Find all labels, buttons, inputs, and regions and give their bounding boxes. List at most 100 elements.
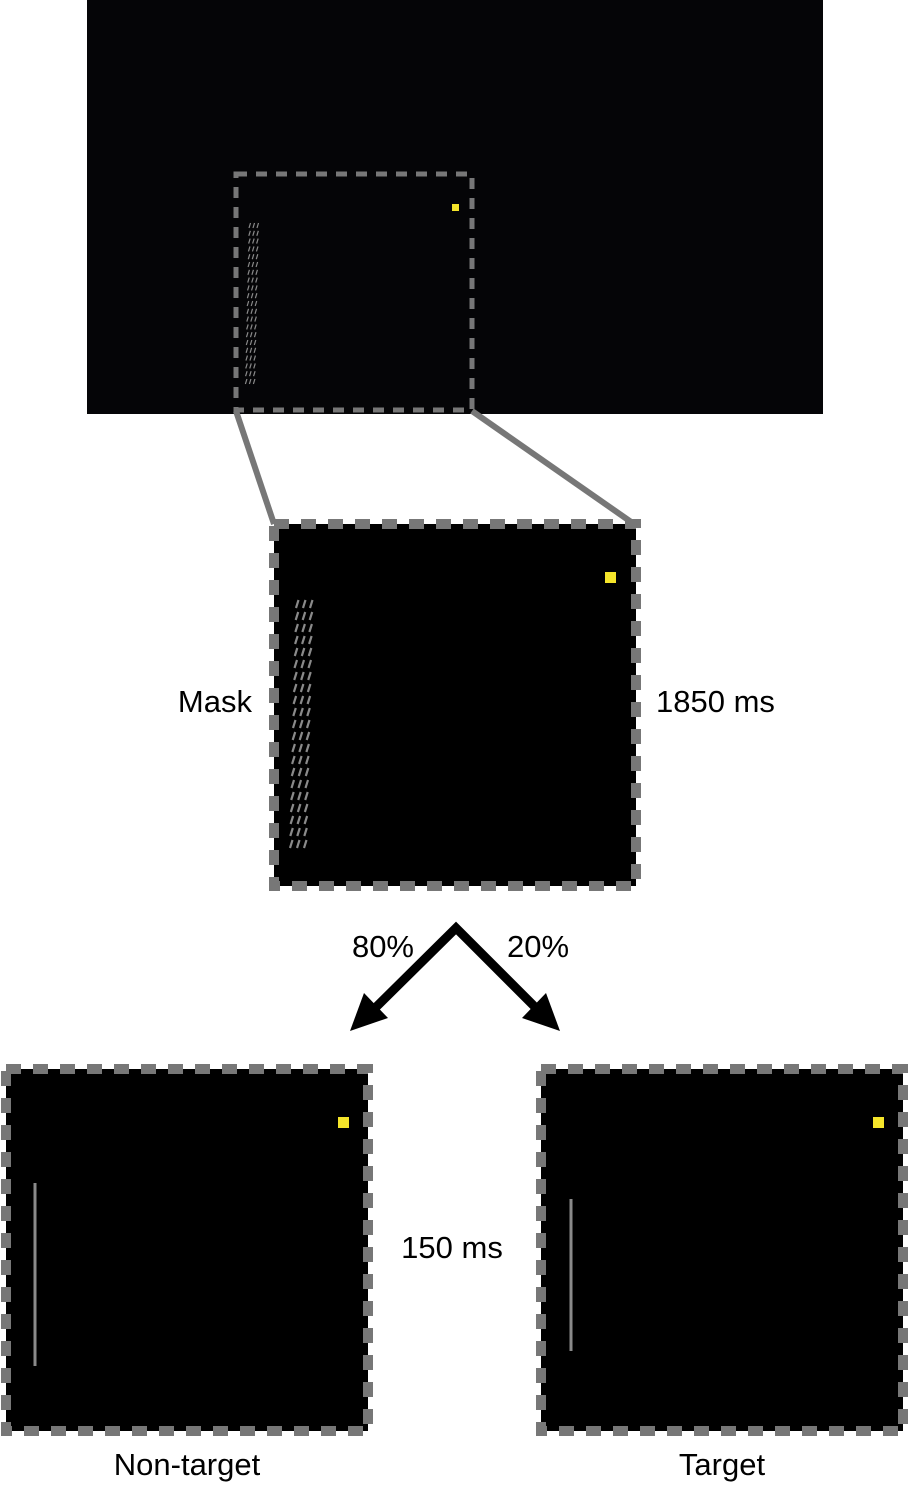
screen-mask-dash (247, 269, 250, 275)
mask-dash (291, 719, 297, 729)
screen-mask-dash (249, 347, 253, 353)
screen-mask-dash (250, 293, 254, 299)
mask-dash (306, 695, 312, 705)
screen-mask-dash (245, 371, 248, 377)
mask-dash (299, 707, 304, 717)
screen-mask-dash (250, 316, 253, 322)
mask-dash (297, 791, 302, 801)
non-target-panel-screen (6, 1069, 368, 1431)
mask-dash (307, 659, 313, 669)
mask-dash (299, 683, 305, 693)
mask-dash (292, 707, 297, 717)
screen-mask-dash (244, 378, 248, 385)
mask-dash (304, 779, 310, 789)
screen-mask-dash (249, 355, 253, 361)
screen-mask-dash (254, 285, 258, 291)
screen-mask-dash (253, 355, 257, 361)
mask-dash (305, 731, 311, 741)
screen-mask-dash (251, 254, 255, 260)
screen-mask-dash (250, 324, 253, 330)
screen-mask-dash (254, 300, 258, 307)
mask-dash (295, 839, 301, 849)
screen-mask-dash (254, 316, 257, 322)
screen-mask-dash (249, 332, 253, 338)
mask-dash (290, 779, 296, 789)
mask-dash (293, 647, 299, 657)
mask-dash (288, 839, 294, 849)
mask-dash (292, 683, 298, 693)
zoom-connector-right (470, 408, 636, 527)
non-target-probability-label: 80% (352, 929, 414, 964)
mask-dash (289, 803, 295, 813)
mask-dash (294, 635, 299, 645)
mask-dash (308, 611, 314, 621)
mask-dash (300, 647, 306, 657)
arrowhead-right-icon (522, 993, 560, 1031)
screen-mask-dash (248, 238, 251, 244)
screen-mask-dash (246, 324, 249, 330)
mask-dash (291, 731, 297, 741)
screen-mask-dash (249, 339, 253, 346)
screen-mask-dash (253, 339, 257, 346)
mask-label: Mask (178, 684, 253, 719)
screen-mask-dash (246, 300, 250, 307)
screen-mask-dash (246, 308, 250, 314)
screen-mask-dash (247, 261, 251, 268)
zoom-region-outline (233, 171, 475, 413)
mask-dash (290, 791, 295, 801)
screen-mask-dash (247, 254, 251, 260)
target-fixation-square-icon (873, 1117, 884, 1128)
mask-dash (294, 623, 299, 633)
screen-mask-dash (246, 316, 249, 322)
mask-dash (296, 803, 302, 813)
screen-mask-dash (254, 293, 258, 299)
mask-dash (305, 755, 310, 765)
mask-dash (299, 695, 305, 705)
mask-dash (304, 767, 310, 777)
mask-dash (294, 611, 300, 621)
screen-mask-dash (247, 246, 251, 252)
screen-mask-pattern (244, 222, 260, 385)
screen-mask-dash (247, 277, 250, 283)
arrowhead-left-icon (350, 993, 388, 1031)
target-panel-dashed-border (536, 1064, 908, 1436)
screen-mask-dash (250, 308, 254, 314)
non-target-panel-dashed-border (1, 1064, 373, 1436)
mask-dash (298, 719, 304, 729)
non-target-label: Non-target (114, 1447, 261, 1482)
screen-mask-dash (245, 355, 249, 361)
screen-mask-dash (246, 293, 250, 299)
mask-dash (302, 839, 308, 849)
mask-dash (300, 671, 305, 681)
screen-mask-dash (250, 285, 254, 291)
screen-fixation-square-icon (452, 204, 459, 211)
screen-mask-dash (254, 324, 257, 330)
mask-dash (293, 659, 299, 669)
mask-dash (298, 731, 304, 741)
screen-mask-dash (255, 246, 259, 252)
screen-mask-dash (255, 277, 258, 283)
target-panel-screen (541, 1069, 903, 1431)
screen-mask-dash (252, 230, 255, 236)
branch-arrow-stroke (356, 921, 552, 1027)
mask-dash (293, 671, 298, 681)
screen-mask-dash (251, 269, 254, 275)
mask-dash (296, 815, 302, 825)
screen-mask-dash (254, 308, 258, 314)
mask-dash (303, 815, 309, 825)
screen-mask-dash (249, 363, 252, 369)
mask-dash (308, 635, 313, 645)
screen-mask-dash (256, 230, 259, 236)
mask-dash (292, 695, 298, 705)
mask-dash (305, 743, 310, 753)
mask-dash (307, 647, 313, 657)
screen-mask-dash (256, 222, 260, 229)
screen-mask-dash (253, 371, 256, 377)
screen-mask-dash (255, 254, 259, 260)
mask-dash (306, 707, 311, 717)
screen-mask-dash (245, 339, 249, 346)
screen-mask-dash (253, 363, 256, 369)
screen-mask-dash (245, 347, 249, 353)
screen-mask-dash (246, 285, 250, 291)
mask-dash (301, 599, 307, 609)
